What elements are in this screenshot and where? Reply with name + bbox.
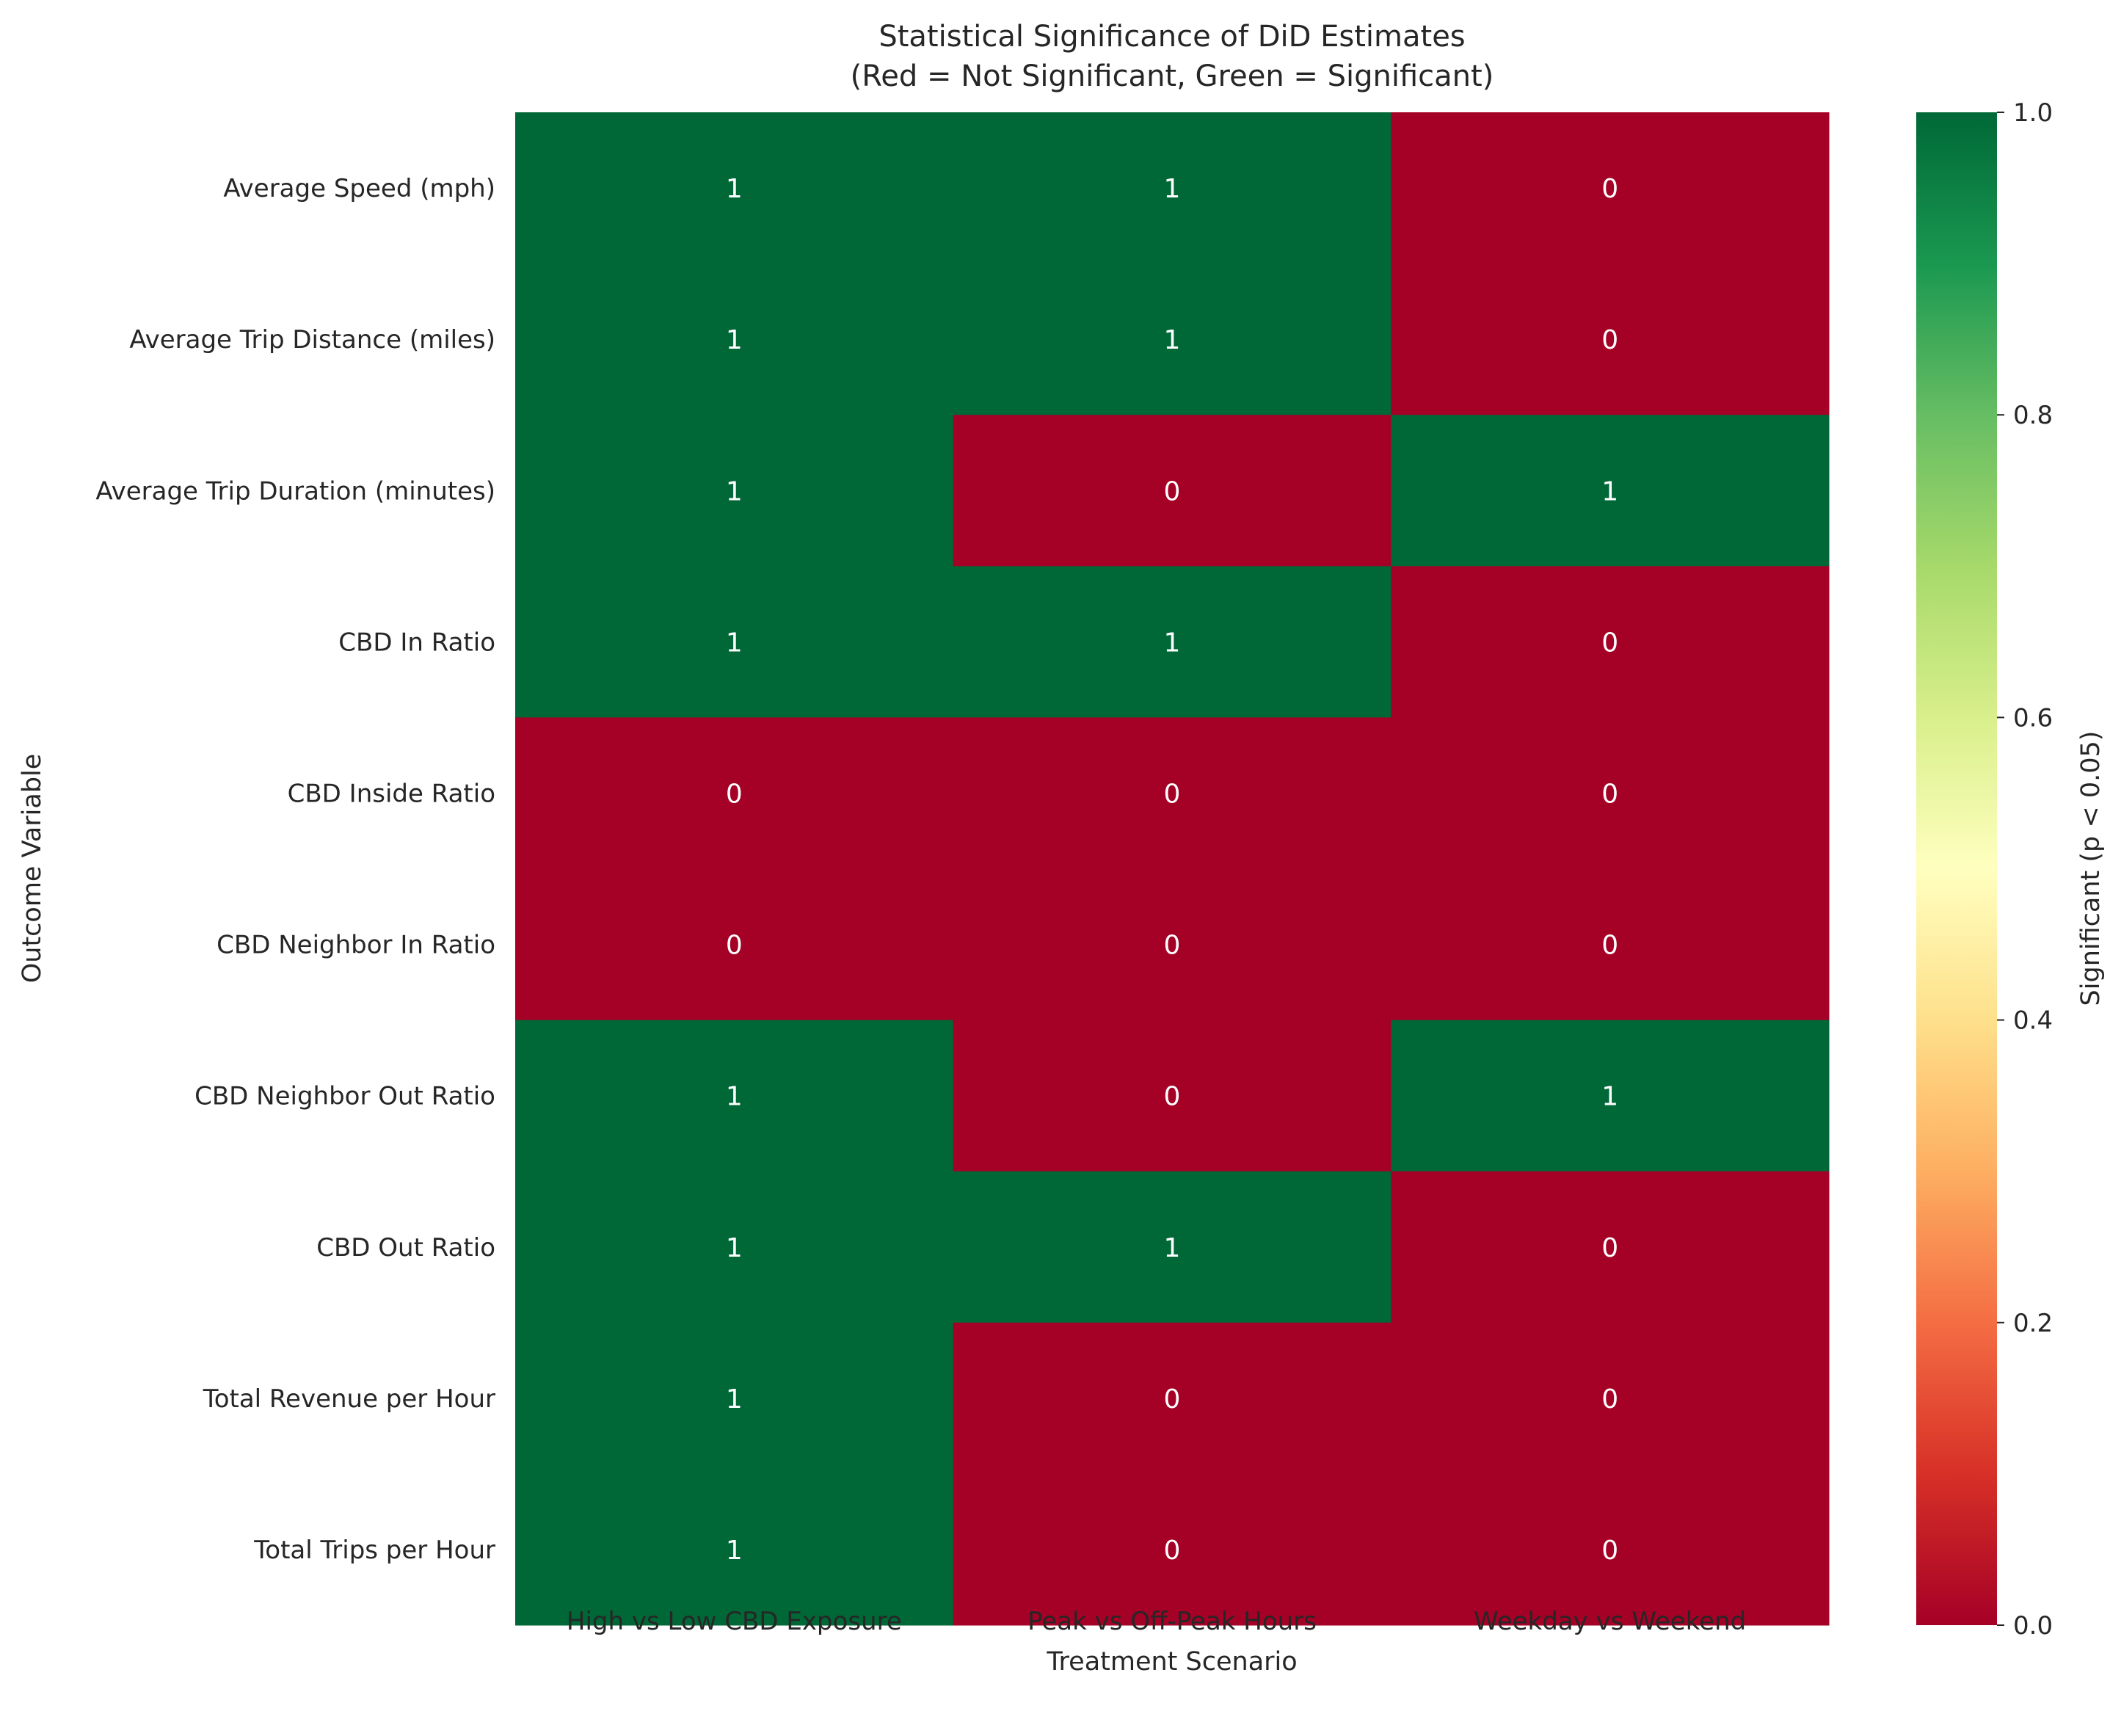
cell-value-label: 1 [726, 1536, 743, 1566]
row-tick-labels: Average Speed (mph) Average Trip Distance… [95, 174, 495, 1565]
cell-value-label: 0 [1164, 476, 1181, 506]
cell-value-label: 1 [726, 174, 743, 204]
colorbar-tick-label: 1.0 [2013, 98, 2053, 128]
cell-value-label: 0 [1164, 1384, 1181, 1414]
cell-value-label: 0 [1164, 779, 1181, 809]
heatmap-cell [515, 112, 954, 264]
colorbar-tick-label: 0.6 [2013, 703, 2053, 733]
heatmap-cell [515, 264, 954, 415]
cell-value-label: 0 [1601, 1536, 1618, 1566]
heatmap-cell [953, 1322, 1391, 1475]
heatmap-cell [1391, 1020, 1830, 1172]
cell-value-label: 0 [1601, 1233, 1618, 1263]
heatmap-cell [953, 1473, 1391, 1626]
heatmap-cell [515, 868, 954, 1021]
row-label-average-speed-mph: Average Speed (mph) [223, 174, 495, 203]
row-label-cbd-neighbor-in-ratio: CBD Neighbor In Ratio [217, 931, 495, 960]
colorbar-tick-label: 0.4 [2013, 1006, 2053, 1036]
row-label-average-trip-duration-minutes: Average Trip Duration (minutes) [95, 476, 495, 506]
cell-value-label: 1 [726, 325, 743, 355]
row-label-average-trip-distance-miles: Average Trip Distance (miles) [129, 325, 495, 355]
cell-value-label: 1 [726, 1384, 743, 1414]
heatmap-cell [953, 112, 1391, 264]
heatmap-cells: 1 1 0 1 1 0 1 0 1 1 1 0 0 0 0 0 0 0 1 0 1 1 1 0 1 0 0 1 0 0 [515, 112, 1830, 1626]
cell-value-label: 0 [1601, 779, 1618, 809]
row-label-cbd-in-ratio: CBD In Ratio [338, 628, 495, 657]
cell-value-label: 0 [1164, 1082, 1181, 1112]
cell-value-label: 0 [1164, 1536, 1181, 1566]
heatmap-cell [953, 1020, 1391, 1172]
heatmap-cell [1391, 264, 1830, 415]
cell-value-label: 1 [726, 476, 743, 506]
cell-value-label: 0 [1164, 931, 1181, 961]
cell-value-label: 1 [1164, 628, 1181, 658]
cell-value-label: 0 [1601, 931, 1618, 961]
colorbar-label: Significant (p < 0.05) [2076, 731, 2106, 1006]
row-label-cbd-neighbor-out-ratio: CBD Neighbor Out Ratio [194, 1082, 495, 1111]
colorbar-tick-label: 0.8 [2013, 401, 2053, 430]
row-label-cbd-inside-ratio: CBD Inside Ratio [288, 779, 495, 808]
chart-title: Statistical Significance of DiD Estimate… [878, 20, 1465, 54]
heatmap-cell [515, 717, 954, 869]
cell-value-label: 1 [1164, 325, 1181, 355]
column-tick-labels: High vs Low CBD Exposure Peak vs Off-Peak… [567, 1607, 1746, 1636]
row-label-total-trips-per-hour: Total Trips per Hour [253, 1536, 495, 1565]
cell-value-label: 1 [726, 1233, 743, 1263]
heatmap-cell [953, 566, 1391, 718]
heatmap-cell [1391, 1322, 1830, 1475]
heatmap-cell [1391, 1171, 1830, 1323]
colorbar-ticks: 0.0 0.2 0.4 0.6 0.8 1.0 [1997, 98, 2053, 1641]
heatmap-cell [1391, 566, 1830, 718]
heatmap-cell [1391, 415, 1830, 567]
cell-value-label: 1 [726, 628, 743, 658]
cell-value-label: 1 [726, 1082, 743, 1112]
cell-value-label: 1 [1164, 1233, 1181, 1263]
row-label-cbd-out-ratio: CBD Out Ratio [316, 1233, 495, 1263]
y-axis-label: Outcome Variable [18, 754, 47, 984]
heatmap-cell [515, 1020, 954, 1172]
colorbar [1916, 112, 1997, 1625]
cell-value-label: 0 [1601, 325, 1618, 355]
cell-value-label: 0 [726, 931, 743, 961]
column-label-peak-vs-off-peak-hours: Peak vs Off-Peak Hours [1027, 1607, 1317, 1636]
heatmap-cell [953, 717, 1391, 869]
heatmap-cell [515, 415, 954, 567]
heatmap-cell [1391, 717, 1830, 869]
heatmap-cell [953, 264, 1391, 415]
heatmap-cell [953, 1171, 1391, 1323]
row-label-total-revenue-per-hour: Total Revenue per Hour [203, 1384, 495, 1414]
heatmap-cell [1391, 112, 1830, 264]
cell-value-label: 0 [1601, 1384, 1618, 1414]
heatmap-cell [1391, 868, 1830, 1021]
column-label-high-vs-low-cbd-exposure: High vs Low CBD Exposure [567, 1607, 902, 1636]
colorbar-tick-label: 0.0 [2013, 1611, 2053, 1641]
heatmap-cell [515, 1473, 954, 1626]
cell-value-label: 0 [726, 779, 743, 809]
cell-value-label: 1 [1164, 174, 1181, 204]
chart-subtitle: (Red = Not Significant, Green = Signific… [851, 59, 1494, 93]
cell-value-label: 0 [1601, 628, 1618, 658]
cell-value-label: 1 [1601, 476, 1618, 506]
column-label-weekday-vs-weekend: Weekday vs Weekend [1474, 1607, 1746, 1636]
heatmap-cell [515, 1322, 954, 1475]
heatmap-cell [515, 1171, 954, 1323]
x-axis-label: Treatment Scenario [1046, 1647, 1297, 1677]
heatmap-cell [515, 566, 954, 718]
cell-value-label: 0 [1601, 174, 1618, 204]
cell-value-label: 1 [1601, 1082, 1618, 1112]
heatmap-cell [1391, 1473, 1830, 1626]
heatmap-cell [953, 868, 1391, 1021]
colorbar-tick-label: 0.2 [2013, 1309, 2053, 1338]
heatmap-cell [953, 415, 1391, 567]
